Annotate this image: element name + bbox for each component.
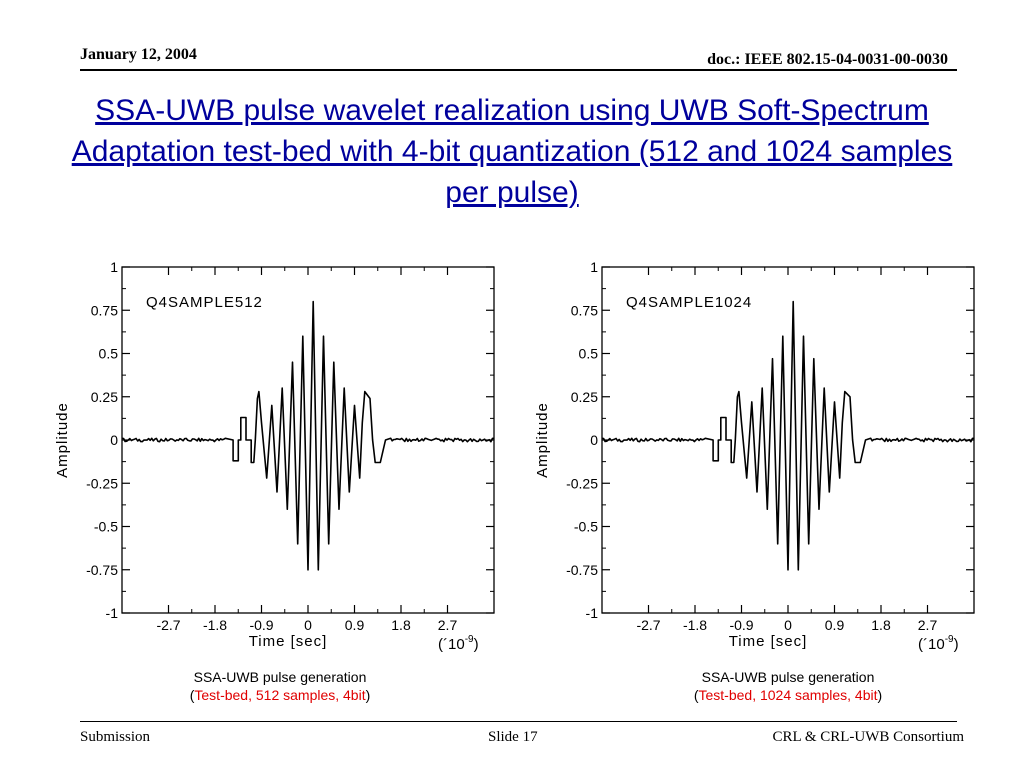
series-line-0 bbox=[121, 300, 495, 571]
y-tick-label: 1 bbox=[590, 259, 598, 275]
y-tick-label: -0.5 bbox=[94, 519, 118, 535]
y-tick-label: 0.75 bbox=[91, 302, 118, 318]
caption-512-line1: SSA-UWB pulse generation bbox=[193, 669, 367, 685]
y-tick-label: -1 bbox=[586, 605, 599, 621]
caption-512: SSA-UWB pulse generation (Test-bed, 512 … bbox=[130, 668, 430, 704]
x-tick-label: 1.8 bbox=[871, 617, 891, 633]
multiplier-exponent: -9 bbox=[465, 634, 474, 645]
y-tick-label: -0.25 bbox=[86, 475, 118, 491]
multiplier-close: ) bbox=[474, 636, 479, 653]
x-tick-label: -1.8 bbox=[203, 617, 227, 633]
multiplier-exponent: -9 bbox=[945, 634, 954, 645]
x-tick-label: 0 bbox=[304, 617, 312, 633]
header-doc-id: doc.: IEEE 802.15-04-0031-00-0030 bbox=[707, 51, 948, 68]
caption-1024-line1: SSA-UWB pulse generation bbox=[701, 669, 875, 685]
x-tick-label: -1.8 bbox=[683, 617, 707, 633]
chart-q4sample1024: 1 0.75 0.5 0.25 0 -0.25 -0.5 -0.75 -1 -2.7 -1.8 -0.… bbox=[520, 255, 990, 665]
header-date: January 12, 2004 bbox=[80, 46, 197, 63]
y-tick-label: -0.25 bbox=[566, 475, 598, 491]
multiplier-close: ) bbox=[954, 636, 959, 653]
y-tick-label: -1 bbox=[106, 605, 119, 621]
chart-q4sample512: 1 0.75 0.5 0.25 0 -0.25 -0.5 -0.75 -1 -2.7 -1.8 -0.… bbox=[40, 255, 510, 665]
y-tick-label: 0.5 bbox=[99, 346, 119, 362]
y-tick-label: 0.75 bbox=[571, 302, 598, 318]
multiplier-base: (´10 bbox=[918, 636, 945, 653]
x-tick-label: -0.9 bbox=[729, 617, 753, 633]
footer-submission: Submission bbox=[80, 729, 151, 745]
chart-svg: 1 0.75 0.5 0.25 0 -0.25 -0.5 -0.75 -1 -2.7 -1.8 -0.… bbox=[54, 259, 495, 653]
y-tick-label: 0 bbox=[110, 432, 118, 448]
series-line-0 bbox=[601, 300, 975, 571]
y-axis-label: Amplitude bbox=[54, 402, 71, 478]
x-tick-label: -0.9 bbox=[249, 617, 273, 633]
y-tick-label: 0.25 bbox=[91, 389, 118, 405]
x-axis-multiplier: (´10-9) bbox=[918, 634, 959, 653]
y-tick-label: -0.75 bbox=[566, 562, 598, 578]
y-tick-label: 0.25 bbox=[571, 389, 598, 405]
footer-organization: CRL & CRL-UWB Consortium bbox=[772, 729, 964, 745]
chart-title: Q4SAMPLE1024 bbox=[626, 294, 752, 311]
multiplier-base: (´10 bbox=[438, 636, 465, 653]
caption-512-open: ( bbox=[189, 687, 195, 703]
caption-1024: SSA-UWB pulse generation (Test-bed, 1024… bbox=[638, 668, 938, 704]
x-tick-label: 2.7 bbox=[438, 617, 458, 633]
caption-1024-line2: (Test-bed, 1024 samples, 4bit) bbox=[638, 686, 938, 704]
x-axis-multiplier: (´10-9) bbox=[438, 634, 479, 653]
caption-1024-detail: Test-bed, 1024 samples, 4bit bbox=[698, 687, 878, 703]
y-axis-label: Amplitude bbox=[534, 402, 551, 478]
x-axis-label: Time [sec] bbox=[729, 633, 808, 650]
x-tick-label: -2.7 bbox=[156, 617, 180, 633]
x-tick-label: 0.9 bbox=[825, 617, 845, 633]
footer-rule bbox=[80, 721, 957, 722]
caption-512-detail: Test-bed, 512 samples, 4bit bbox=[194, 687, 366, 703]
header-rule bbox=[80, 69, 957, 71]
caption-512-close: ) bbox=[365, 687, 371, 703]
slide-title: SSA-UWB pulse wavelet realization using … bbox=[71, 94, 953, 209]
footer-slide-number: Slide 17 bbox=[488, 729, 538, 745]
caption-512-line2: (Test-bed, 512 samples, 4bit) bbox=[130, 686, 430, 704]
y-tick-label: 1 bbox=[110, 259, 118, 275]
y-tick-label: -0.5 bbox=[574, 519, 598, 535]
chart-svg: 1 0.75 0.5 0.25 0 -0.25 -0.5 -0.75 -1 -2.7 -1.8 -0.… bbox=[534, 259, 975, 653]
caption-1024-close: ) bbox=[877, 687, 883, 703]
x-tick-label: 0 bbox=[784, 617, 792, 633]
y-tick-label: 0 bbox=[590, 432, 598, 448]
caption-1024-open: ( bbox=[693, 687, 699, 703]
y-tick-label: -0.75 bbox=[86, 562, 118, 578]
x-axis-label: Time [sec] bbox=[249, 633, 328, 650]
y-tick-label: 0.5 bbox=[579, 346, 599, 362]
x-tick-label: 2.7 bbox=[918, 617, 938, 633]
x-tick-label: -2.7 bbox=[636, 617, 660, 633]
x-tick-label: 0.9 bbox=[345, 617, 365, 633]
x-tick-label: 1.8 bbox=[391, 617, 411, 633]
chart-title: Q4SAMPLE512 bbox=[146, 294, 263, 311]
